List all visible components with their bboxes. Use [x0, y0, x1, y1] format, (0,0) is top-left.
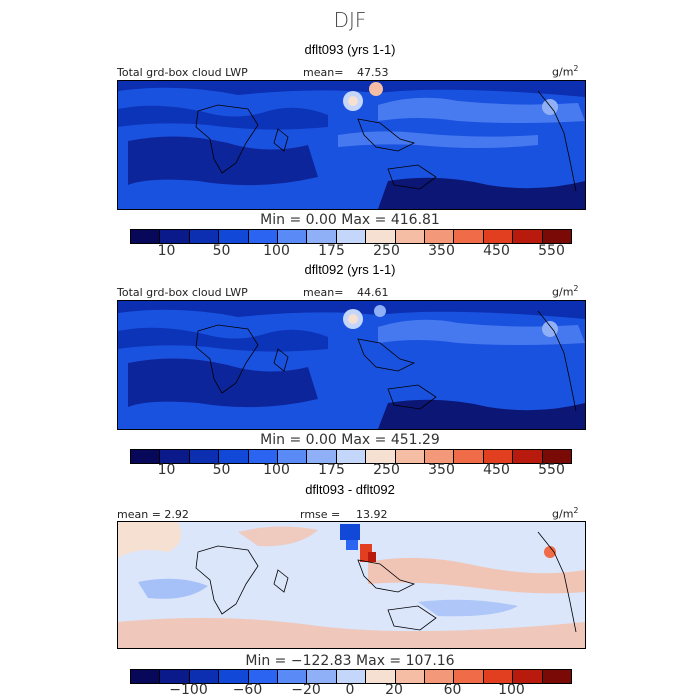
panel-2-field-label: Total grd-box cloud LWP: [117, 286, 248, 299]
colorbar-tick: 250: [373, 462, 400, 478]
colorbar-swatch: [278, 670, 308, 683]
colorbar-swatch: [513, 450, 543, 463]
colorbar-swatch: [425, 670, 455, 683]
colorbar-tick: 550: [538, 243, 565, 259]
colorbar-tick: 550: [538, 462, 565, 478]
colorbar-swatch: [189, 670, 220, 683]
colorbar-tick: 100: [263, 462, 290, 478]
panel-2-mean-label: mean=: [303, 286, 344, 299]
panel-2-units: g/m2: [552, 284, 579, 299]
colorbar-swatch: [248, 670, 279, 683]
colorbar-tick: 100: [263, 243, 290, 259]
panel-1-title: dflt093 (yrs 1-1): [304, 42, 396, 57]
colorbar-tick: 450: [483, 462, 510, 478]
colorbar-swatch: [454, 450, 484, 463]
colorbar-tick: 0: [345, 682, 355, 698]
colorbar-swatch: [278, 450, 308, 463]
colorbar-tick: 175: [318, 462, 345, 478]
colorbar-swatch: [395, 670, 426, 683]
colorbar-swatch: [307, 230, 337, 243]
panel-3-colorbar-ticks: −100 −60 −20 0 20 60 100: [130, 682, 570, 698]
colorbar-swatch: [131, 230, 161, 243]
colorbar-tick: 100: [498, 682, 525, 698]
colorbar-swatch: [513, 670, 543, 683]
colorbar-swatch: [160, 670, 190, 683]
colorbar-swatch: [189, 450, 220, 463]
colorbar-swatch: [336, 230, 367, 243]
colorbar-swatch: [160, 230, 190, 243]
panel-2-colorbar: [130, 449, 572, 464]
colorbar-swatch: [395, 230, 426, 243]
colorbar-tick: 10: [157, 243, 176, 259]
panel-3-units: g/m2: [552, 506, 579, 521]
colorbar-swatch: [219, 670, 249, 683]
panel-1-map: [117, 80, 586, 210]
colorbar-swatch: [366, 450, 396, 463]
colorbar-swatch: [219, 450, 249, 463]
colorbar-swatch: [542, 230, 572, 243]
colorbar-swatch: [366, 670, 396, 683]
colorbar-swatch: [425, 450, 455, 463]
panel-3-mean-label: mean = 2.92: [117, 508, 189, 521]
colorbar-swatch: [542, 450, 572, 463]
colorbar-swatch: [366, 230, 396, 243]
colorbar-tick: −100: [169, 682, 208, 698]
colorbar-swatch: [248, 230, 279, 243]
colorbar-swatch: [483, 450, 514, 463]
colorbar-swatch: [307, 670, 337, 683]
colorbar-tick: −20: [291, 682, 321, 698]
colorbar-swatch: [307, 450, 337, 463]
colorbar-tick: −60: [232, 682, 263, 698]
colorbar-swatch: [483, 230, 514, 243]
panel-2-colorbar-ticks: 10 50 100 175 250 350 450 550: [130, 462, 570, 478]
panel-3-minmax: Min = −122.83 Max = 107.16: [245, 653, 455, 669]
colorbar-swatch: [513, 230, 543, 243]
colorbar-swatch: [454, 670, 484, 683]
panel-2-mean-value: 44.61: [357, 286, 389, 299]
figure-title: DJF: [333, 8, 367, 32]
colorbar-swatch: [483, 670, 514, 683]
panel-3-rmse-value: 13.92: [356, 508, 388, 521]
colorbar-tick: 350: [428, 462, 455, 478]
colorbar-tick: 60: [443, 682, 462, 698]
colorbar-swatch: [542, 670, 572, 683]
panel-2-minmax: Min = 0.00 Max = 451.29: [260, 432, 440, 448]
panel-3-colorbar: [130, 669, 572, 684]
colorbar-swatch: [189, 230, 220, 243]
panel-1-colorbar: [130, 229, 572, 244]
colorbar-swatch: [219, 230, 249, 243]
colorbar-tick: 450: [483, 243, 510, 259]
colorbar-swatch: [248, 450, 279, 463]
panel-1-minmax: Min = 0.00 Max = 416.81: [260, 212, 440, 228]
colorbar-tick: 50: [212, 243, 231, 259]
panel-2-map: [117, 300, 586, 430]
colorbar-swatch: [395, 450, 426, 463]
colorbar-tick: 175: [318, 243, 345, 259]
colorbar-swatch: [336, 450, 367, 463]
panel-2-title: dflt092 (yrs 1-1): [304, 262, 396, 277]
colorbar-tick: 20: [385, 682, 403, 698]
colorbar-swatch: [160, 450, 190, 463]
colorbar-swatch: [131, 670, 161, 683]
panel-1-field-label: Total grd-box cloud LWP: [117, 66, 248, 79]
panel-1-mean-label: mean=: [303, 66, 344, 79]
colorbar-tick: 10: [157, 462, 176, 478]
colorbar-tick: 50: [212, 462, 231, 478]
colorbar-tick: 350: [428, 243, 455, 259]
panel-3-rmse-label: rmse =: [300, 508, 341, 521]
colorbar-swatch: [336, 670, 367, 683]
colorbar-swatch: [278, 230, 308, 243]
panel-3-title: dflt093 - dflt092: [305, 482, 395, 497]
colorbar-swatch: [425, 230, 455, 243]
colorbar-tick: 250: [373, 243, 400, 259]
panel-1-units: g/m2: [552, 64, 579, 79]
panel-1-colorbar-ticks: 10 50 100 175 250 350 450 550: [130, 243, 570, 259]
colorbar-swatch: [454, 230, 484, 243]
panel-1-mean-value: 47.53: [357, 66, 389, 79]
colorbar-swatch: [131, 450, 161, 463]
panel-3-map: [117, 521, 586, 649]
